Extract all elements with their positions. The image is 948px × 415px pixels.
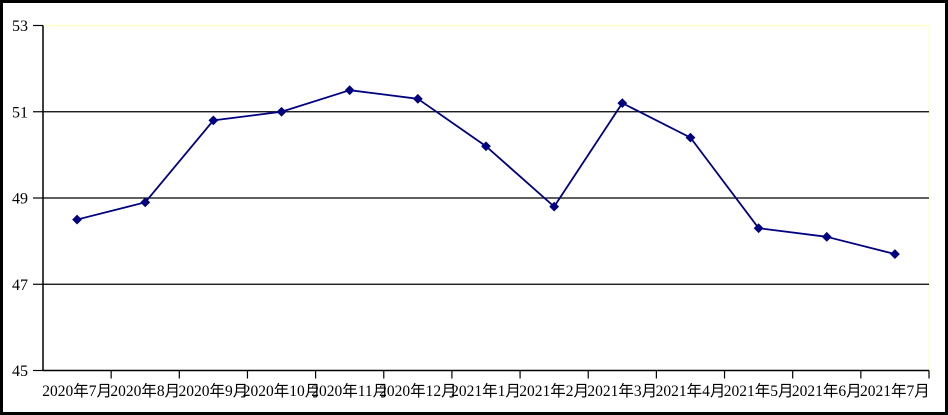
data-point-marker <box>685 132 696 143</box>
data-point-marker <box>72 214 82 225</box>
data-point-marker <box>140 197 151 208</box>
x-axis-tick-label: 2021年5月 <box>724 382 794 400</box>
x-axis-tick-label: 2021年6月 <box>792 382 862 400</box>
x-axis-tick-label: 2020年9月 <box>179 382 249 400</box>
x-axis-tick-label: 2021年3月 <box>587 382 657 400</box>
x-axis-tick-label: 2021年2月 <box>519 382 589 400</box>
data-point-marker <box>412 93 423 104</box>
x-axis-tick-label: 2020年7月 <box>42 382 112 400</box>
y-axis-tick-label: 49 <box>12 191 28 208</box>
data-point-marker <box>821 231 832 242</box>
x-axis-tick-label: 2021年7月 <box>860 382 930 400</box>
x-axis-tick-label: 2020年8月 <box>110 382 180 400</box>
y-axis-tick-label: 47 <box>12 277 28 294</box>
y-axis-tick-label: 45 <box>12 363 28 380</box>
data-point-marker <box>617 98 628 109</box>
x-axis-tick-label: 2020年12月 <box>379 382 457 400</box>
data-point-marker <box>481 141 491 152</box>
data-point-marker <box>549 201 560 212</box>
data-point-marker <box>890 249 900 259</box>
data-point-marker <box>208 115 219 126</box>
y-axis-tick-label: 51 <box>12 104 28 121</box>
y-axis-tick-label: 53 <box>12 18 28 35</box>
x-axis-tick-label: 2020年11月 <box>311 382 388 400</box>
series-polyline <box>76 89 896 255</box>
data-point-marker <box>753 223 764 234</box>
data-point-marker <box>276 106 287 117</box>
x-axis-tick-label: 2021年1月 <box>451 382 521 400</box>
x-axis-tick-label: 2021年4月 <box>656 382 726 400</box>
x-axis-tick-label: 2020年10月 <box>243 382 321 400</box>
data-point-marker <box>344 85 355 96</box>
